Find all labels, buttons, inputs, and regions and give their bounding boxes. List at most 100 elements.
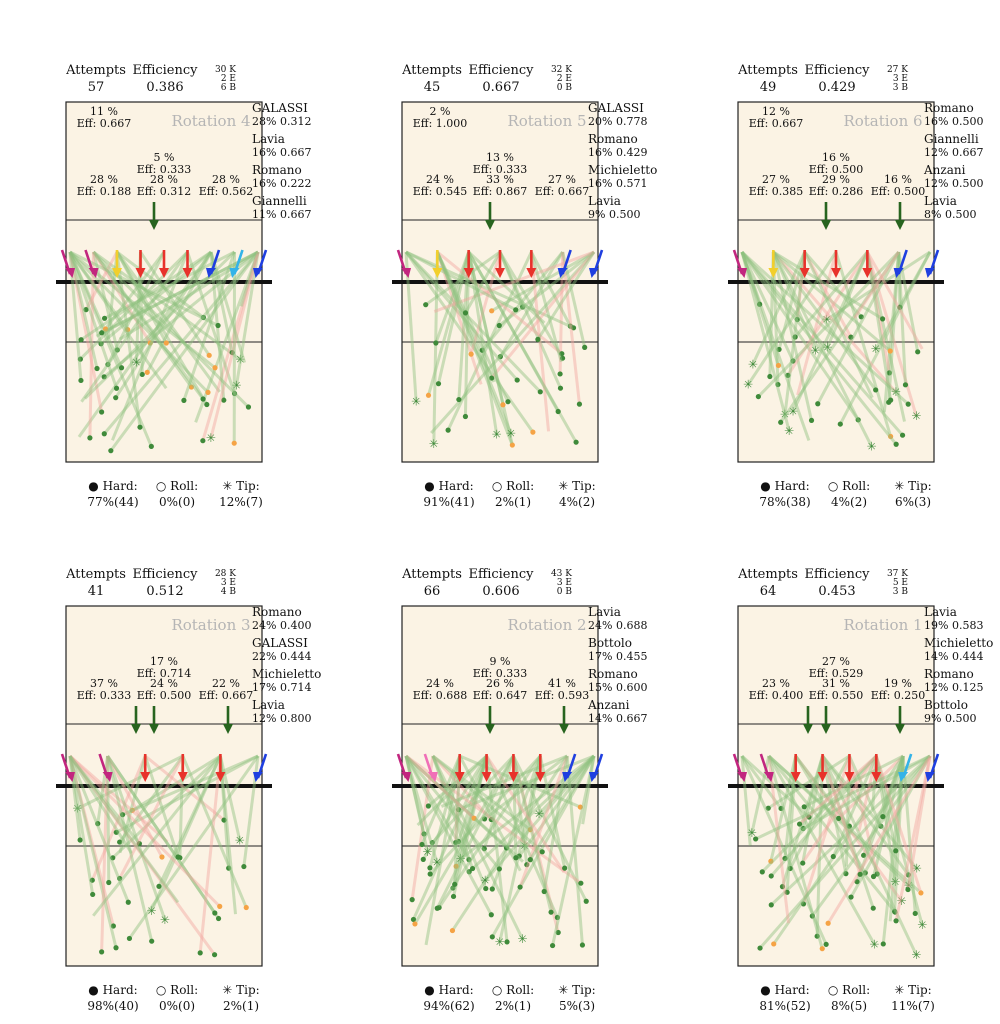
attack-trajectory xyxy=(848,755,883,827)
attack-trajectory xyxy=(100,755,110,952)
attack-trajectory xyxy=(68,755,130,903)
attack-trajectory xyxy=(803,251,863,318)
hard-attack-point xyxy=(496,322,502,329)
arrowhead xyxy=(557,268,568,278)
attack-trajectory xyxy=(518,755,569,888)
hard-attack-point xyxy=(796,821,803,827)
hard-attack-point xyxy=(776,346,782,353)
legend-value: 0%(0) xyxy=(158,495,196,509)
efficiency-value: 0.386 xyxy=(146,80,184,95)
zone-stat: 27 % Eff: 0.667 xyxy=(530,174,594,198)
attack-trajectory xyxy=(92,251,193,388)
hard-attack-point xyxy=(221,397,227,403)
hard-attack-point xyxy=(78,377,84,384)
attack-trajectory xyxy=(821,755,875,909)
player-name: Romano xyxy=(924,667,974,681)
hard-attack-point xyxy=(539,849,545,855)
legend-label: Roll: xyxy=(842,479,871,493)
attack-trajectory xyxy=(826,755,932,925)
zone-efficiency: Eff: 0.333 xyxy=(472,163,528,176)
attack-trajectory xyxy=(422,755,488,861)
legend-item: ✳ Tip: xyxy=(882,478,944,494)
hard-attack-point xyxy=(217,903,223,909)
zone-stat: 22 % Eff: 0.667 xyxy=(194,678,258,702)
attack-trajectory xyxy=(536,251,596,341)
hard-attack-point xyxy=(899,432,906,438)
attack-trajectory xyxy=(740,251,780,366)
hard-attack-point xyxy=(858,314,864,320)
efficiency-header: Efficiency 0.429 xyxy=(802,62,872,96)
hard-attack-point xyxy=(775,362,782,369)
hard-attack-point xyxy=(517,884,523,890)
attack-trajectory xyxy=(834,251,893,437)
arrowhead xyxy=(925,772,935,782)
tip-attack-point: ✳ xyxy=(897,894,907,908)
hard-attack-point xyxy=(782,855,788,862)
zone-stat: 16 % Eff: 0.500 xyxy=(866,174,930,198)
zone-percent: 28 % xyxy=(212,173,240,186)
attack-trajectory xyxy=(68,251,153,447)
attack-trajectory xyxy=(115,251,221,393)
legend-symbol-icon: ● xyxy=(424,479,439,493)
player-list: GALASSI 20% 0.778 Romano 16% 0.429 Michielet… xyxy=(588,102,688,226)
hard-attack-point xyxy=(483,885,489,892)
attack-trajectory xyxy=(76,754,184,811)
hard-attack-point xyxy=(489,375,495,381)
hard-attack-point xyxy=(837,421,843,427)
rotation-title: Rotation 3 xyxy=(171,616,251,634)
player-stat: Giannelli 12% 0.667 xyxy=(924,133,1000,160)
zone-stat: 11 % Eff: 0.667 xyxy=(72,106,136,130)
zone-efficiency: Eff: 0.667 xyxy=(534,185,590,198)
attack-trajectory xyxy=(115,754,259,834)
legend-values: 91%(41) 2%(1) 4%(2) xyxy=(418,494,608,510)
legend-label: Tip: xyxy=(572,983,596,997)
attack-trajectory xyxy=(771,251,873,448)
attack-trajectory xyxy=(803,251,853,338)
legend-value: 2%(1) xyxy=(494,495,532,509)
attack-trajectory xyxy=(96,755,110,824)
hard-attack-point xyxy=(456,396,462,403)
kills-count: 32 K xyxy=(550,65,572,75)
attack-trajectory xyxy=(528,755,596,861)
hard-attack-point xyxy=(787,865,793,872)
attack-trajectory xyxy=(92,755,222,917)
player-stat: Anzani 14% 0.667 xyxy=(588,699,688,726)
player-name: Michieletto xyxy=(252,667,322,681)
zone-stat: 24 % Eff: 0.545 xyxy=(408,174,472,198)
attack-trajectory xyxy=(498,251,564,359)
zone-stat: 27 % Eff: 0.529 xyxy=(804,656,868,680)
arrowhead xyxy=(768,268,779,278)
attack-trajectory xyxy=(464,251,502,314)
attack-trajectory xyxy=(234,251,260,386)
zone-efficiency: Eff: 0.286 xyxy=(808,185,864,198)
hard-attack-point xyxy=(489,308,495,314)
attack-trajectory xyxy=(209,251,247,363)
player-stat-value: 20% 0.778 xyxy=(588,115,648,128)
rotation-panel: Attempts 57 Efficiency 0.386 30 K2 E6 B ✳ ✳ ✳ ✳ R… xyxy=(56,62,346,512)
hard-attack-point xyxy=(113,385,120,391)
hard-attack-point xyxy=(759,869,765,875)
attack-trajectory xyxy=(440,754,568,808)
hard-attack-point xyxy=(147,340,153,346)
player-stat-value: 9% 0.500 xyxy=(588,208,641,221)
zone-stat: 2 % Eff: 1.000 xyxy=(408,106,472,130)
tip-attack-point: ✳ xyxy=(867,439,877,453)
tip-attack-point: ✳ xyxy=(480,874,490,888)
attack-trajectory xyxy=(424,755,462,946)
legend-value: 81%(52) xyxy=(759,999,811,1013)
attack-trajectory xyxy=(897,251,902,308)
attack-trajectory xyxy=(796,251,838,396)
errors-count: 2 E xyxy=(556,74,572,84)
hard-attack-point xyxy=(765,805,771,811)
court-svg: ✳ ✳ ✳ ✳ xyxy=(56,605,272,967)
zone-efficiency: Eff: 0.647 xyxy=(472,689,528,702)
hard-attack-point xyxy=(784,889,790,895)
blocks-count: 3 B xyxy=(892,587,908,597)
zone-efficiency: Eff: 0.400 xyxy=(748,689,804,702)
court-svg: ✳ ✳ ✳ ✳ xyxy=(56,101,272,463)
player-name: Romano xyxy=(588,132,638,146)
hard-attack-point xyxy=(181,397,187,403)
hard-attack-point xyxy=(557,385,564,391)
legend-value: 12%(7) xyxy=(219,495,263,509)
